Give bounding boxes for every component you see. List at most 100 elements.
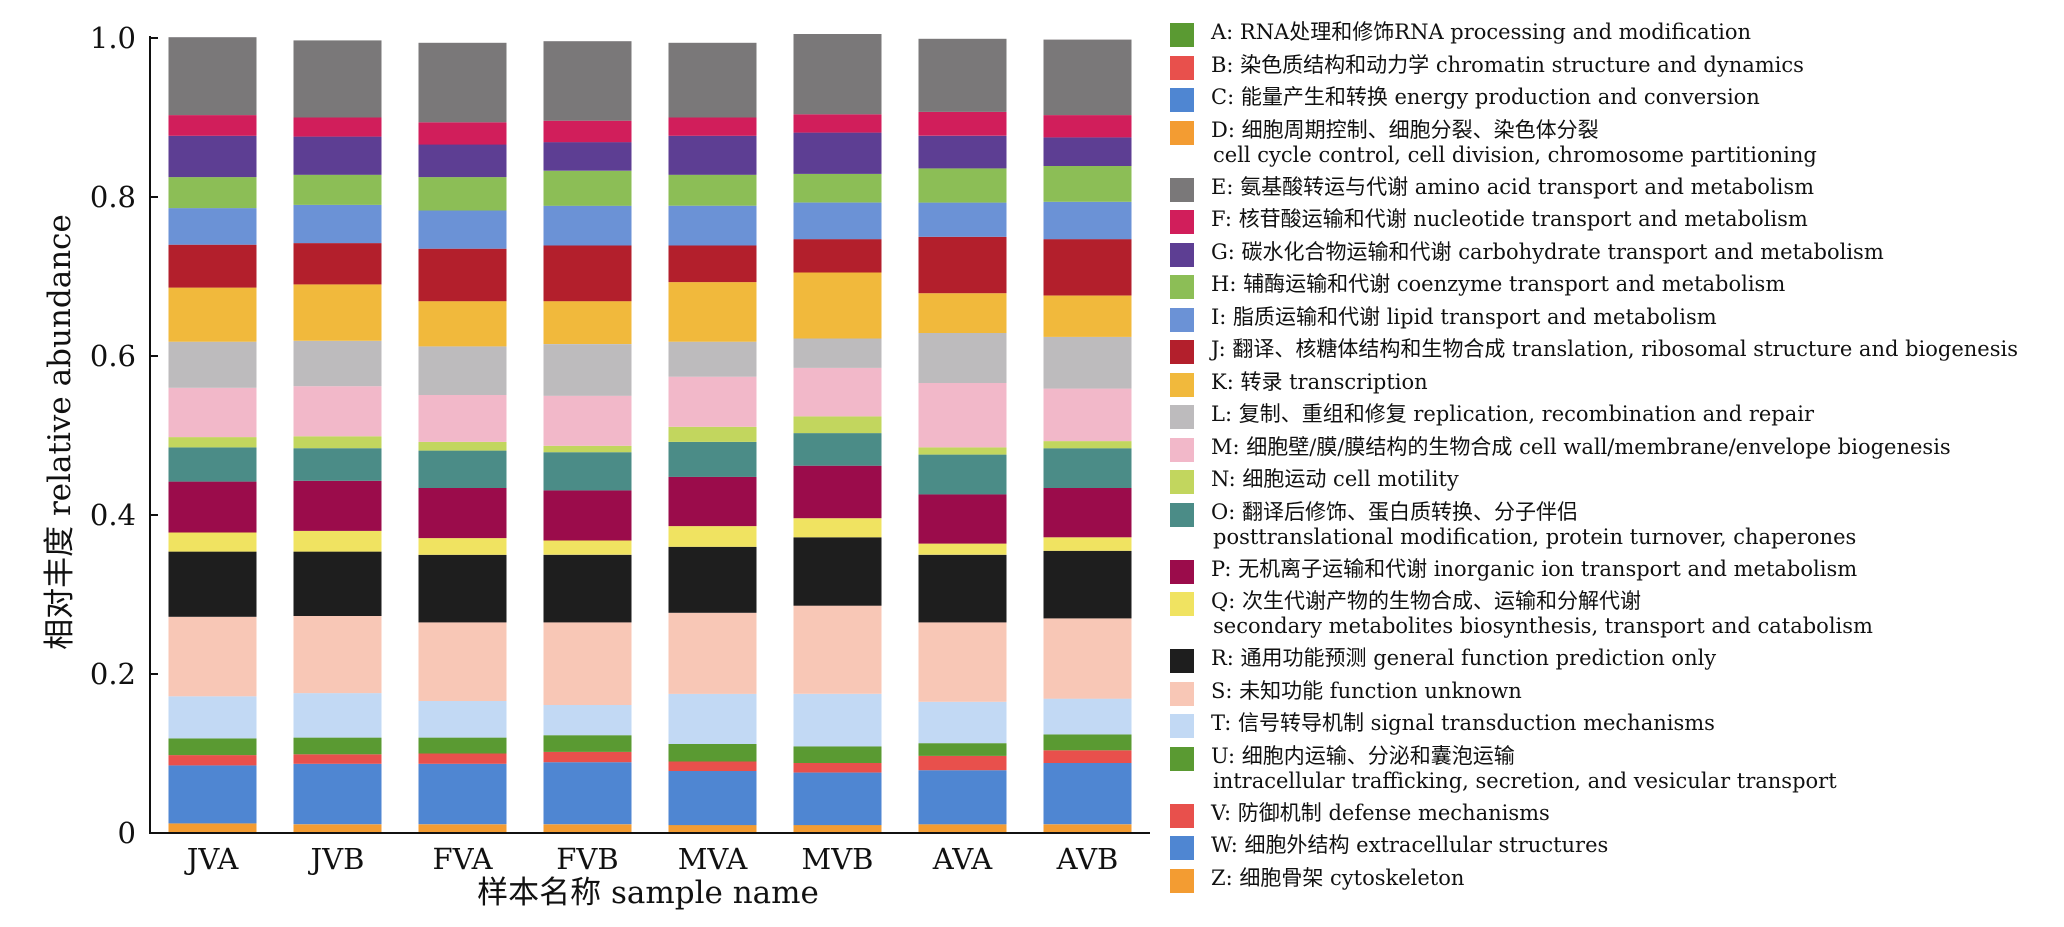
legend-item: T: 信号转导机制 signal transduction mechanisms xyxy=(1170,711,1715,738)
legend-item: K: 转录 transcription xyxy=(1170,370,1428,397)
bar-segment-MVA-F xyxy=(668,117,757,136)
legend-label-line1: U: 细胞内运输、分泌和囊泡运输 xyxy=(1211,743,1515,768)
bar-segment-AVA-L xyxy=(918,332,1007,383)
legend-label-line1: P: 无机离子运输和代谢 inorganic ion transport and… xyxy=(1211,556,1858,581)
bar-segment-FVA-J xyxy=(418,248,507,302)
bar-segment-JVA-H xyxy=(168,177,257,209)
legend-label: L: 复制、重组和修复 replication, recombination a… xyxy=(1211,402,1814,427)
bar-segment-JVB-E xyxy=(293,40,382,118)
bar-segment-JVA-G xyxy=(168,135,257,178)
x-tick-label: AVB xyxy=(1056,842,1119,876)
legend-label: O: 翻译后修饰、蛋白质转换、分子伴侣 posttranslational mod… xyxy=(1211,500,1856,550)
legend-swatch xyxy=(1170,470,1194,494)
bar-segment-FVB-M xyxy=(543,395,632,446)
bar-segment-FVB-I xyxy=(543,205,632,246)
bar-segment-FVB-V xyxy=(543,751,632,763)
bar-segment-MVA-H xyxy=(668,174,757,206)
bar-segment-FVA-G xyxy=(418,144,507,178)
bar-segment-JVB-W xyxy=(293,763,382,825)
bar-segment-AVA-E xyxy=(918,38,1007,112)
bar-segment-AVB-I xyxy=(1043,201,1132,240)
y-tick-label: 0 xyxy=(118,816,136,850)
bar-segment-MVB-Z xyxy=(793,825,882,833)
bar-segment-AVA-J xyxy=(918,236,1007,294)
legend-item: J: 翻译、核糖体结构和生物合成 translation, ribosomal … xyxy=(1170,337,2018,364)
bar-segment-JVB-F xyxy=(293,117,382,137)
bar-JVA xyxy=(168,37,257,833)
legend-label-line1: G: 碳水化合物运输和代谢 carbohydrate transport and… xyxy=(1211,239,1884,264)
legend-label-line1: N: 细胞运动 cell motility xyxy=(1211,467,1459,491)
bar-segment-AVA-O xyxy=(918,454,1007,495)
bar-segment-MVB-F xyxy=(793,114,882,133)
bar-segment-MVB-T xyxy=(793,693,882,747)
bar-segment-AVB-K xyxy=(1043,295,1132,337)
legend-swatch xyxy=(1170,714,1194,738)
bar-FVB xyxy=(543,41,632,833)
legend-item: N: 细胞运动 cell motility xyxy=(1170,467,1459,494)
legend-swatch xyxy=(1170,405,1194,429)
legend-item: Z: 细胞骨架 cytoskeleton xyxy=(1170,866,1464,893)
bar-segment-JVA-F xyxy=(168,115,257,136)
legend-label-line1: V: 防御机制 defense mechanisms xyxy=(1211,800,1550,825)
x-tick-label: JVA xyxy=(184,842,240,876)
legend-label-line2: posttranslational modification, protein … xyxy=(1213,524,1857,549)
legend-item: W: 细胞外结构 extracellular structures xyxy=(1170,833,1608,860)
bar-segment-AVA-I xyxy=(918,202,1007,237)
bar-segment-FVA-Q xyxy=(418,538,507,555)
bar-segment-MVA-I xyxy=(668,205,757,246)
bar-segment-FVB-Z xyxy=(543,824,632,833)
legend-swatch xyxy=(1170,307,1194,332)
y-tick-label: 0.6 xyxy=(90,339,136,373)
bar-segment-AVA-F xyxy=(918,111,1007,136)
bar-AVB xyxy=(1043,39,1132,833)
bar-segment-MVB-E xyxy=(793,34,882,115)
legend-label-line1: W: 细胞外结构 extracellular structures xyxy=(1211,833,1609,857)
bar-segment-FVA-V xyxy=(418,753,507,764)
bar-segment-JVA-K xyxy=(168,287,257,342)
bar-segment-JVA-L xyxy=(168,341,257,388)
legend-swatch xyxy=(1170,340,1194,364)
legend-swatch xyxy=(1170,88,1194,112)
legend-label: H: 辅酶运输和代谢 coenzyme transport and metabo… xyxy=(1211,272,1785,297)
bar-segment-AVA-R xyxy=(918,554,1007,623)
bar-segment-MVA-K xyxy=(668,282,757,342)
legend-label: V: 防御机制 defense mechanisms xyxy=(1211,801,1550,826)
legend-swatch xyxy=(1170,120,1194,145)
bar-segment-MVB-H xyxy=(793,173,882,203)
y-axis-title: 相对丰度 relative abundance xyxy=(42,214,78,650)
bar-segment-FVB-U xyxy=(543,735,632,752)
x-tick-label: MVA xyxy=(678,842,749,876)
bar-segment-FVA-P xyxy=(418,488,507,539)
bar-segment-JVB-O xyxy=(293,448,382,481)
legend-label: E: 氨基酸转运与代谢 amino acid transport and met… xyxy=(1211,175,1814,200)
bar-segment-FVB-P xyxy=(543,490,632,541)
legend-swatch xyxy=(1170,372,1194,397)
legend-label-line1: B: 染色质结构和动力学 chromatin structure and dyn… xyxy=(1211,52,1804,77)
bar-segment-JVA-U xyxy=(168,738,257,756)
legend-label: J: 翻译、核糖体结构和生物合成 translation, ribosomal … xyxy=(1211,337,2018,362)
bar-segment-JVA-N xyxy=(168,437,257,448)
bar-segment-JVA-Z xyxy=(168,823,257,833)
bar-segment-MVA-N xyxy=(668,426,757,442)
legend-label-line1: O: 翻译后修饰、蛋白质转换、分子伴侣 xyxy=(1211,499,1578,524)
legend-label-line1: A: RNA处理和修饰RNA processing and modificati… xyxy=(1211,20,1752,44)
legend-swatch xyxy=(1170,559,1194,584)
bar-segment-JVA-V xyxy=(168,755,257,766)
legend-label: S: 未知功能 function unknown xyxy=(1211,679,1522,704)
axes-group: JVA JVB FVA FVB MVA MVB AVA AVB 0 0.2 0.4 0.6 0.8 1.0 xyxy=(90,21,1150,876)
bar-segment-AVB-L xyxy=(1043,336,1132,389)
bar-segment-MVB-U xyxy=(793,746,882,763)
bar-segment-FVA-T xyxy=(418,701,507,738)
bar-segment-AVB-G xyxy=(1043,137,1132,166)
legend-swatch xyxy=(1170,836,1194,860)
legend-label: R: 通用功能预测 general function prediction on… xyxy=(1211,646,1716,671)
bar-segment-MVB-J xyxy=(793,239,882,273)
bar-segment-FVA-E xyxy=(418,42,507,123)
bar-segment-MVA-E xyxy=(668,42,757,118)
legend-label: K: 转录 transcription xyxy=(1211,370,1428,395)
legend-swatch xyxy=(1170,242,1194,267)
x-tick-label: AVA xyxy=(932,842,993,876)
bar-segment-FVB-W xyxy=(543,762,632,825)
bar-segment-MVA-L xyxy=(668,341,757,377)
bar-segment-AVA-H xyxy=(918,168,1007,203)
